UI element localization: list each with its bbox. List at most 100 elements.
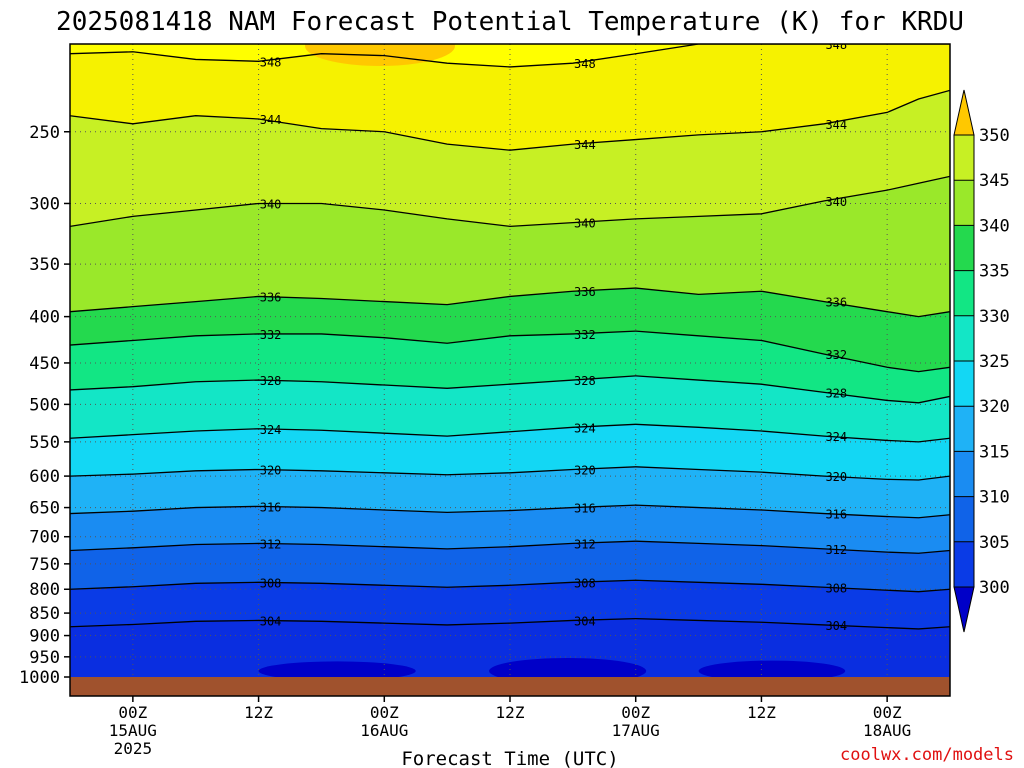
isentrope-308	[70, 579, 950, 593]
colorbar-tick-label: 300	[979, 578, 1010, 598]
isentrope-312	[70, 540, 950, 554]
x-tick-label: 00Z	[873, 703, 902, 722]
credit-text: coolwx.com/models	[840, 745, 1014, 765]
colorbar-segment	[954, 270, 974, 316]
colorbar-segment	[954, 180, 974, 226]
y-tick-label: 400	[29, 308, 60, 328]
cold-pocket	[258, 661, 416, 677]
y-tick-label: 850	[29, 604, 60, 624]
contour-label-332: 332	[825, 348, 847, 362]
y-tick-label: 1000	[19, 668, 60, 688]
contour-label-324: 324	[825, 430, 847, 444]
contour-label-340: 340	[825, 195, 847, 209]
x-tick-label: 15AUG	[109, 721, 157, 740]
x-tick-label: 16AUG	[360, 721, 408, 740]
contour-label-316: 316	[260, 500, 282, 514]
contour-label-328: 328	[574, 374, 596, 388]
y-tick-label: 300	[29, 194, 60, 214]
contour-label-312: 312	[574, 537, 596, 551]
contour-label-304: 304	[260, 614, 282, 628]
contour-label-348: 348	[825, 38, 847, 52]
contour-label-328: 328	[825, 386, 847, 400]
y-tick-label: 550	[29, 433, 60, 453]
colorbar-segment	[954, 225, 974, 271]
contour-label-348: 348	[260, 55, 282, 69]
plot-area	[70, 44, 950, 677]
isentrope-316	[70, 504, 950, 519]
contour-label-340: 340	[260, 197, 282, 211]
colorbar-tick-label: 340	[979, 216, 1010, 236]
y-tick-label: 750	[29, 555, 60, 575]
contour-label-312: 312	[260, 537, 282, 551]
isentrope-332	[70, 330, 950, 373]
colorbar-segment	[954, 315, 974, 361]
colorbar-tick-label: 320	[979, 397, 1010, 417]
isentrope-340	[70, 175, 950, 228]
band-304	[70, 618, 950, 677]
x-tick-label: 17AUG	[612, 721, 660, 740]
x-tick-label: 18AUG	[863, 721, 911, 740]
isentrope-324	[70, 423, 950, 443]
colorbar-segment	[954, 541, 974, 587]
contour-label-332: 332	[260, 328, 282, 342]
cold-pocket	[698, 660, 846, 677]
contour-label-344: 344	[574, 138, 596, 152]
contour-label-324: 324	[574, 421, 596, 435]
x-tick-label: 2025	[114, 739, 153, 758]
chart-title: 2025081418 NAM Forecast Potential Temper…	[56, 7, 964, 37]
isentrope-320	[70, 466, 950, 481]
colorbar-tick-label: 335	[979, 262, 1010, 282]
contour-label-312: 312	[825, 543, 847, 557]
contour-label-308: 308	[574, 576, 596, 590]
colorbar-bottom-arrow	[953, 586, 975, 633]
isentrope-348	[70, 44, 950, 68]
gridlines	[70, 44, 950, 677]
x-tick-label: 12Z	[244, 703, 273, 722]
x-tick-label: 00Z	[621, 703, 650, 722]
contour-label-308: 308	[260, 576, 282, 590]
ground-band	[70, 677, 950, 696]
isentrope-344	[70, 89, 950, 151]
y-tick-label: 350	[29, 255, 60, 275]
colorbar-tick-label: 345	[979, 171, 1010, 191]
contour-label-316: 316	[574, 502, 596, 516]
contour-label-316: 316	[825, 508, 847, 522]
colorbar-segment	[954, 135, 974, 181]
contour-label-336: 336	[260, 290, 282, 304]
colorbar-segment	[954, 406, 974, 452]
colorbar-tick-label: 315	[979, 442, 1010, 462]
contour-label-344: 344	[260, 113, 282, 127]
colorbar-segment	[954, 496, 974, 542]
contour-label-320: 320	[574, 463, 596, 477]
contour-lines: 348 348 348 344 344 344 340 340 340 336 336 336 332 3…	[70, 38, 950, 633]
isentrope-336	[70, 287, 950, 318]
y-tick-label: 650	[29, 499, 60, 519]
isentrope-304	[70, 617, 950, 630]
colorbar-tick-label: 330	[979, 307, 1010, 327]
colorbar-tick-label: 305	[979, 533, 1010, 553]
colorbar-segment	[954, 451, 974, 497]
contour-label-324: 324	[260, 423, 282, 437]
y-tick-label: 950	[29, 648, 60, 668]
contour-label-320: 320	[825, 470, 847, 484]
contour-label-304: 304	[574, 614, 596, 628]
y-tick-label: 600	[29, 467, 60, 487]
contour-label-328: 328	[260, 374, 282, 388]
colorbar-segment	[954, 361, 974, 407]
contour-label-344: 344	[825, 118, 847, 132]
x-tick-label: 00Z	[370, 703, 399, 722]
contour-label-348: 348	[574, 57, 596, 71]
x-axis-label: Forecast Time (UTC)	[401, 748, 618, 768]
contour-label-336: 336	[825, 296, 847, 310]
isentrope-328	[70, 375, 950, 404]
y-tick-label: 700	[29, 528, 60, 548]
contour-label-336: 336	[574, 285, 596, 299]
x-tick-label: 00Z	[118, 703, 147, 722]
y-tick-label: 800	[29, 580, 60, 600]
x-tick-label: 12Z	[496, 703, 525, 722]
y-tick-label: 250	[29, 123, 60, 143]
contour-label-308: 308	[825, 581, 847, 595]
y-axis: 250 300 350 400 450 500 550 600 650 700 750 800 850 9…	[19, 123, 70, 688]
